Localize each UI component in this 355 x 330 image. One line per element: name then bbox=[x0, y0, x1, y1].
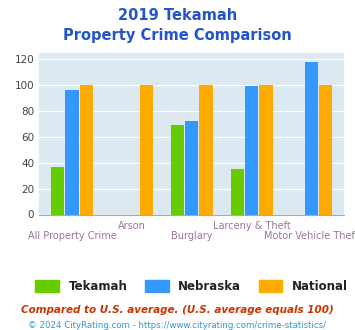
Bar bbox=[319, 85, 332, 214]
Text: Property Crime Comparison: Property Crime Comparison bbox=[63, 28, 292, 43]
Bar bbox=[245, 86, 258, 214]
Text: Arson: Arson bbox=[118, 221, 146, 231]
Bar bbox=[65, 90, 78, 214]
Text: © 2024 CityRating.com - https://www.cityrating.com/crime-statistics/: © 2024 CityRating.com - https://www.city… bbox=[28, 321, 327, 330]
Bar bbox=[231, 169, 244, 214]
Text: Motor Vehicle Theft: Motor Vehicle Theft bbox=[264, 231, 355, 241]
Bar bbox=[51, 167, 64, 214]
Bar bbox=[200, 85, 213, 214]
Bar bbox=[80, 85, 93, 214]
Text: Larceny & Theft: Larceny & Theft bbox=[213, 221, 290, 231]
Bar bbox=[260, 85, 273, 214]
Text: All Property Crime: All Property Crime bbox=[28, 231, 116, 241]
Bar bbox=[185, 121, 198, 214]
Text: Compared to U.S. average. (U.S. average equals 100): Compared to U.S. average. (U.S. average … bbox=[21, 305, 334, 315]
Bar bbox=[305, 62, 318, 215]
Legend: Tekamah, Nebraska, National: Tekamah, Nebraska, National bbox=[36, 280, 348, 293]
Bar bbox=[171, 125, 184, 214]
Text: 2019 Tekamah: 2019 Tekamah bbox=[118, 8, 237, 23]
Text: Burglary: Burglary bbox=[171, 231, 212, 241]
Bar bbox=[140, 85, 153, 214]
